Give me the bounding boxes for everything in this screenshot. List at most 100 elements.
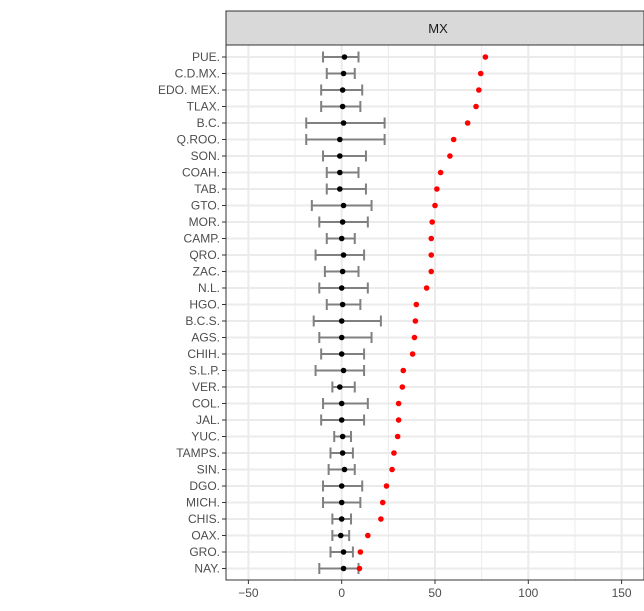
y-tick-label: B.C. <box>197 116 220 130</box>
red-point <box>409 351 416 357</box>
estimate-point <box>338 400 345 407</box>
estimate-point <box>340 565 347 572</box>
x-tick-label: 50 <box>428 586 442 600</box>
y-tick-label: CHIS. <box>188 512 220 526</box>
red-point <box>399 384 406 390</box>
y-tick-label: SON. <box>191 149 220 163</box>
estimate-point <box>338 417 345 423</box>
y-tick-label: VER. <box>192 380 220 394</box>
red-point <box>429 219 436 225</box>
red-point <box>383 483 390 489</box>
red-point <box>378 516 384 522</box>
estimate-point <box>340 252 347 258</box>
red-point <box>357 549 364 555</box>
y-tick-label: JAL. <box>196 413 220 427</box>
estimate-point <box>339 433 346 440</box>
red-point <box>395 400 402 407</box>
y-tick-label: EDO. MEX. <box>158 83 220 97</box>
estimate-point <box>338 516 345 522</box>
estimate-point <box>339 219 346 225</box>
red-point <box>423 285 430 291</box>
y-tick-label: YUC. <box>191 430 220 444</box>
estimate-point <box>340 549 347 555</box>
x-tick-label: 100 <box>518 586 538 600</box>
y-tick-label: QRO. <box>189 248 220 262</box>
y-tick-label: B.C.S. <box>185 314 220 328</box>
y-tick-label: TAB. <box>194 182 220 196</box>
estimate-point <box>338 351 345 357</box>
estimate-point <box>341 466 348 473</box>
red-point <box>379 499 386 506</box>
red-point <box>434 186 440 192</box>
red-point <box>365 532 371 539</box>
estimate-point <box>340 70 347 77</box>
red-point <box>400 367 407 374</box>
estimate-point <box>337 532 344 539</box>
y-tick-label: MOR. <box>189 215 220 229</box>
y-tick-label: N.L. <box>198 281 220 295</box>
red-point <box>412 318 419 324</box>
axes: PUE. C.D.MX. EDO. MEX. TLAX. B.C. Q.ROO. SON. C… <box>158 50 632 600</box>
red-point <box>447 153 453 159</box>
red-point <box>428 235 435 242</box>
estimate-point <box>341 54 348 60</box>
y-tick-label: COL. <box>192 397 220 411</box>
facet-strip-background <box>225 10 644 46</box>
estimate-point <box>340 367 347 374</box>
estimate-point <box>338 483 345 489</box>
y-tick-label: OAX. <box>191 529 220 543</box>
red-point <box>437 169 444 176</box>
red-point <box>356 565 363 572</box>
estimate-point <box>337 153 343 159</box>
x-tick-label: 0 <box>338 586 345 600</box>
estimate-point <box>338 499 345 506</box>
x-tick-label: 150 <box>612 586 632 600</box>
estimate-point <box>339 268 346 275</box>
red-point <box>395 417 402 423</box>
red-point <box>477 70 484 77</box>
estimate-point <box>339 450 346 456</box>
red-point <box>389 466 395 473</box>
red-point <box>450 136 457 143</box>
y-tick-label: C.D.MX. <box>175 67 220 81</box>
facet-strip: MX <box>225 10 644 46</box>
estimate-point <box>337 384 343 390</box>
y-tick-label: DGO. <box>189 479 220 493</box>
estimate-point <box>340 202 347 209</box>
y-tick-label: CHIH. <box>187 347 220 361</box>
red-point <box>411 334 418 341</box>
estimate-point <box>339 103 346 110</box>
red-point <box>473 103 479 110</box>
y-tick-label: GRO. <box>189 545 220 559</box>
y-tick-label: Q.ROO. <box>177 133 220 147</box>
y-tick-label: TLAX. <box>187 100 220 114</box>
red-point <box>476 87 482 93</box>
estimate-point <box>338 235 345 242</box>
red-point <box>428 268 435 275</box>
estimate-point <box>337 136 343 143</box>
y-tick-label: AGS. <box>191 331 220 345</box>
y-tick-label: PUE. <box>192 50 220 64</box>
y-tick-label: HGO. <box>189 298 220 312</box>
y-tick-label: SIN. <box>197 463 220 477</box>
estimate-point <box>340 120 347 126</box>
estimate-point <box>338 334 345 341</box>
red-point <box>394 433 401 440</box>
estimate-point <box>337 169 343 176</box>
red-point <box>432 202 438 209</box>
y-tick-label: ZAC. <box>193 265 220 279</box>
red-point <box>482 54 489 60</box>
red-point <box>428 252 435 258</box>
y-tick-label: COAH. <box>182 166 220 180</box>
estimate-point <box>337 186 343 192</box>
red-point <box>413 301 420 308</box>
estimate-point <box>338 285 345 291</box>
facet-strip-label: MX <box>428 21 448 36</box>
y-tick-label: MICH. <box>186 496 220 510</box>
red-point <box>391 450 397 456</box>
x-tick-label: −50 <box>238 586 259 600</box>
y-tick-label: GTO. <box>191 199 220 213</box>
estimate-point <box>338 318 345 324</box>
estimate-point <box>339 301 346 308</box>
